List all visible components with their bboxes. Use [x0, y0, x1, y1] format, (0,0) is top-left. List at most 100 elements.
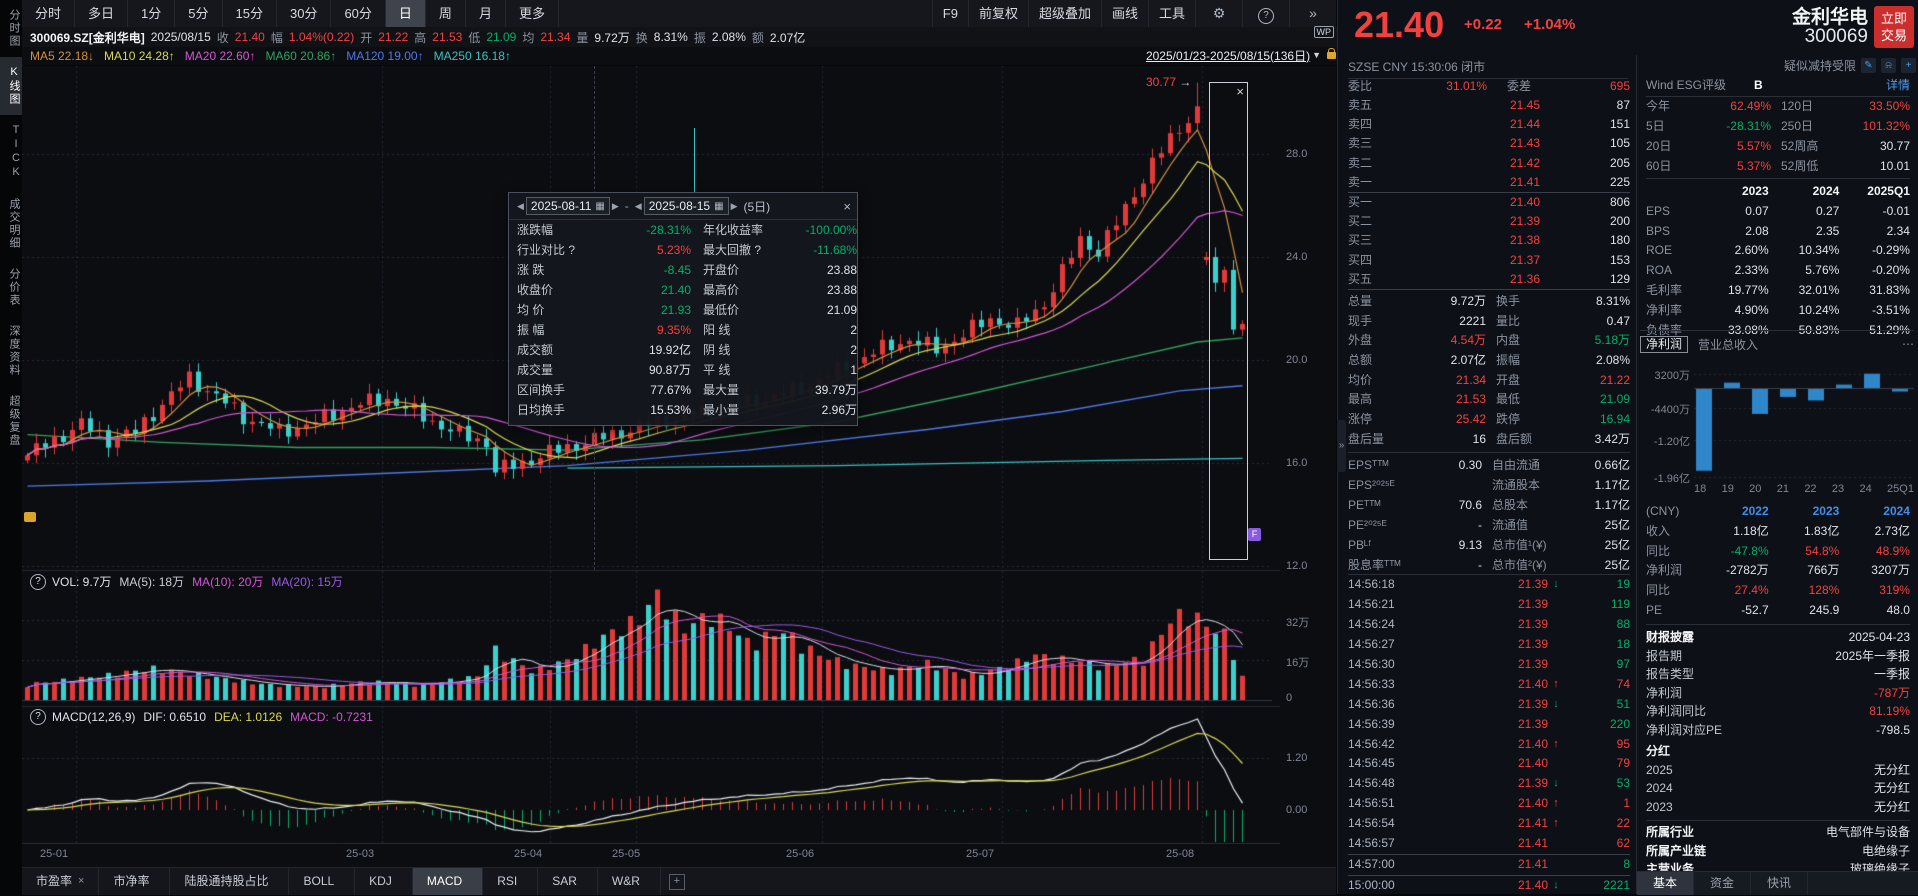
wp-badge-icon[interactable]: WP — [1313, 26, 1334, 38]
indicator-tab[interactable]: W&R — [598, 868, 661, 895]
unlock-icon[interactable] — [1327, 47, 1336, 59]
period-tab[interactable]: 分时 — [22, 0, 76, 27]
edit-pencil-icon[interactable]: ✎ — [1861, 58, 1876, 73]
x-tick-label: 19 — [1721, 483, 1734, 495]
quote-field: 幅 — [270, 30, 283, 45]
chevron-down-icon[interactable]: ▼ — [1312, 50, 1321, 60]
event-marker-icon[interactable] — [24, 512, 36, 522]
panel-tab[interactable]: 基本 — [1637, 872, 1695, 895]
close-icon[interactable]: × — [1236, 84, 1244, 99]
close-icon[interactable]: × — [843, 198, 851, 214]
next-date-icon[interactable]: ▶ — [611, 200, 619, 211]
toolbar-button[interactable]: 工具 — [1147, 0, 1195, 27]
bid-row[interactable]: 买四 21.37 153 — [1348, 252, 1630, 267]
indicator-tab[interactable]: KDJ — [355, 868, 413, 895]
prev-date-icon[interactable]: ◀ — [634, 200, 642, 211]
tab-revenue[interactable]: 营业总收入 — [1698, 337, 1759, 352]
sidebar-view-tab[interactable]: 成交明细 — [8, 198, 20, 250]
panel-tab[interactable]: 快讯 — [1751, 872, 1809, 895]
tooltip-header: ◀ 2025-08-11 ▦ ▶ - ◀ 2025-08-15 ▦ ▶ (5日) × — [509, 193, 857, 220]
report-info-rows: 财报披露 2025-04-23 报告期 2025年一季报 报告类型 一季报 净利润 -7… — [1646, 624, 1910, 740]
date-range-text[interactable]: 2025/01/23-2025/08/15(136日) — [1145, 48, 1311, 63]
date-range-selector[interactable]: 2025/01/23-2025/08/15(136日) ▼ — [1100, 46, 1336, 64]
help-icon[interactable]: ? — [1242, 0, 1289, 27]
ask-row[interactable]: 卖一 21.41 225 — [1348, 174, 1630, 189]
period-tab[interactable]: 更多 — [506, 0, 559, 27]
period-tab[interactable]: 周 — [426, 0, 466, 27]
industry-rows: 所属行业 电气部件与设备 所属产业链 电绝缘子 主营业务 玻璃绝缘子 — [1646, 820, 1910, 879]
period-tab[interactable]: 30分 — [277, 0, 332, 27]
toolbar-button[interactable]: F9 — [931, 0, 968, 27]
toolbar-button[interactable]: 画线 — [1100, 0, 1148, 27]
ma-legend-item: MA20 22.60↑ — [184, 49, 256, 63]
indicator-tab[interactable]: SAR — [538, 868, 598, 895]
period-tab[interactable]: 15分 — [223, 0, 277, 27]
bid-row[interactable]: 买三 21.38 180 — [1348, 233, 1630, 248]
period-tab[interactable]: 月 — [466, 0, 506, 27]
sidebar-view-tab[interactable]: 超级复盘 — [8, 395, 20, 447]
sidebar-view-tab[interactable]: K线图 — [0, 57, 22, 115]
toolbar-button[interactable]: 超级叠加 — [1027, 0, 1101, 27]
range-selection-rect[interactable]: × — [1209, 82, 1248, 560]
tick-row: 14:56:39 21.39 220 — [1348, 716, 1630, 731]
bid-row[interactable]: 买五 21.36 129 — [1348, 271, 1630, 286]
stock-name: 金利华电 — [1791, 7, 1868, 28]
table-row: ROA 2.33% 5.76% -0.20% — [1646, 263, 1910, 278]
x-axis-label: 25-04 — [514, 848, 543, 860]
add-watch-icon[interactable]: + — [1901, 58, 1916, 73]
toolbar-button[interactable]: 前复权 — [967, 0, 1028, 27]
toolbar-right: F9 前复权 超级叠加 画线 工具 ⚙ ? » — [931, 0, 1336, 27]
ask-row[interactable]: 卖五 21.45 87 — [1348, 98, 1630, 112]
indicator-tab[interactable]: RSI — [483, 868, 539, 895]
esg-detail-link[interactable]: 详情 — [1885, 78, 1910, 92]
sidebar-view-tab[interactable]: TICK — [10, 124, 22, 180]
close-icon[interactable]: × — [78, 875, 85, 887]
add-indicator-icon[interactable]: + — [668, 873, 685, 890]
date-from-picker[interactable]: 2025-08-11 ▦ — [525, 197, 610, 215]
period-tab[interactable]: 5分 — [175, 0, 223, 27]
indicator-tab[interactable]: 市净率 — [99, 868, 171, 895]
trade-now-button[interactable]: 立即交易 — [1874, 6, 1914, 48]
announcement-flag-badge[interactable]: F — [1248, 528, 1261, 541]
indicator-tab[interactable]: 市盈率 × — [22, 868, 100, 895]
help-icon[interactable]: ? — [30, 709, 46, 725]
alert-bell-icon[interactable]: ⍾ — [1881, 58, 1896, 73]
period-tab[interactable]: 多日 — [75, 0, 129, 27]
period-tab[interactable]: 60分 — [331, 0, 386, 27]
sidebar-view-tab[interactable]: 分价表 — [8, 268, 20, 307]
financial-table: 2023 2024 2025Q1 EPS 0.07 0.27 -0.01 BPS 2.08… — [1646, 178, 1910, 340]
time-and-sales[interactable]: 14:56:18 21.39 ↓ 19 14:56:21 21.39 119 1… — [1348, 574, 1630, 896]
next-date-icon[interactable]: ▶ — [730, 200, 738, 211]
bid-row[interactable]: 买一 21.40 806 — [1348, 194, 1630, 209]
esg-row: Wind ESG评级 B 详情 — [1646, 76, 1910, 97]
chevron-more-icon[interactable]: » — [1289, 0, 1336, 27]
period-tab[interactable]: 日 — [385, 0, 426, 27]
prev-date-icon[interactable]: ◀ — [517, 200, 524, 211]
ma-legend-item: MA60 20.86↑ — [265, 49, 337, 63]
sidebar-view-tab[interactable]: 分时图 — [8, 9, 20, 48]
kline-canvas[interactable] — [22, 66, 1280, 844]
panel-collapse-handle[interactable]: » — [1337, 420, 1346, 472]
macd-legend-item: DEA: 1.0126 — [214, 710, 283, 724]
indicator-tab[interactable]: MACD — [412, 868, 484, 895]
kline-chart-area[interactable]: 28.0 24.0 20.0 16.0 12.0 32万 16万 0 1.20 … — [22, 66, 1336, 894]
ask-row[interactable]: 卖三 21.43 105 — [1348, 136, 1630, 151]
tick-row: 14:56:18 21.39 ↓ 19 — [1348, 577, 1630, 591]
indicator-tab[interactable]: 陆股通持股占比 — [170, 868, 290, 895]
tab-net-profit[interactable]: 净利润 — [1640, 335, 1689, 353]
ask-row[interactable]: 卖四 21.44 151 — [1348, 117, 1630, 132]
indicator-tab[interactable]: BOLL — [289, 868, 356, 895]
quote-summary-line: 300069.SZ[金利华电] 2025/08/15 收 21.40 幅 1.04%(0.… — [22, 27, 1344, 47]
ask-row[interactable]: 卖二 21.42 205 — [1348, 155, 1630, 170]
period-tab[interactable]: 1分 — [128, 0, 176, 27]
settings-gear-icon[interactable]: ⚙ — [1195, 0, 1242, 27]
help-icon[interactable]: ? — [30, 573, 46, 590]
panel-tab[interactable]: 资金 — [1694, 872, 1752, 895]
date-to-picker[interactable]: 2025-08-15 ▦ — [643, 197, 729, 215]
more-icon[interactable]: ⋯ — [1902, 337, 1914, 351]
volume-legend-item: MA(10): 20万 — [192, 575, 264, 589]
x-axis-label: 25-06 — [786, 848, 815, 860]
net-profit-chart-block: 净利润 营业总收入 ⋯ 3200万 -4400万 -1.20亿 -1.96亿 1… — [1640, 330, 1914, 499]
bid-row[interactable]: 买二 21.39 200 — [1348, 214, 1630, 229]
sidebar-view-tab[interactable]: 深度资料 — [8, 325, 20, 377]
